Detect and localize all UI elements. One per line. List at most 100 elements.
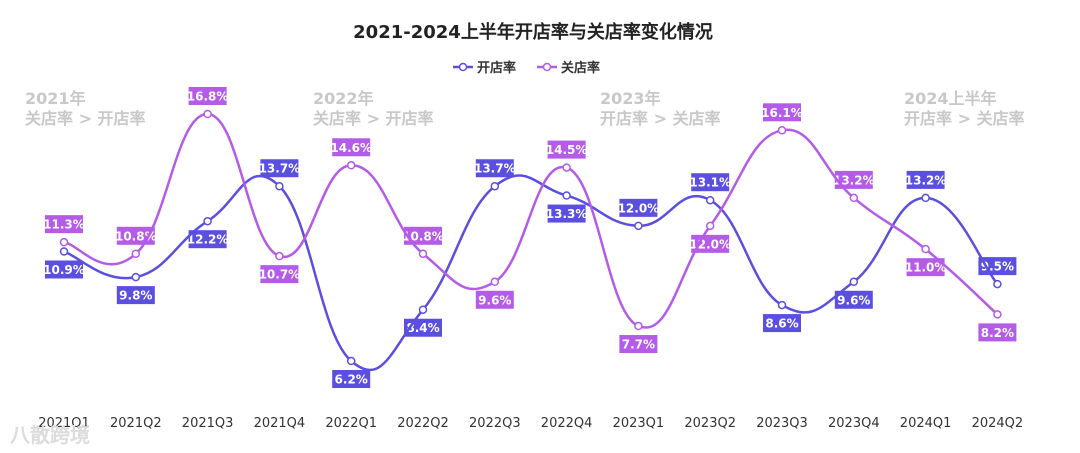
annotation-2022-year: 2022年 [313, 89, 374, 108]
point-close-rate[interactable] [993, 310, 1002, 319]
annotation-2022-text: 关店率 > 开店率 [313, 109, 434, 128]
x-tick-label: 2021Q2 [110, 416, 162, 431]
data-label-close-rate: 11.3% [43, 215, 85, 234]
data-label-box [404, 226, 442, 245]
data-label-close-rate: 10.8% [115, 226, 157, 245]
data-label-box [763, 103, 801, 122]
point-open-rate[interactable] [59, 247, 69, 256]
data-label-text: 13.2% [833, 173, 875, 187]
point-open-rate[interactable] [849, 277, 859, 287]
data-label-text: 10.8% [402, 229, 444, 243]
annotation-2021-text: 关店率 > 开店率 [25, 109, 146, 128]
x-tick-label: 2024Q1 [900, 416, 952, 431]
data-label-box [834, 290, 873, 309]
point-close-rate[interactable] [777, 126, 787, 135]
data-label-text: 11.0% [905, 261, 947, 275]
data-label-close-rate: 16.8% [187, 87, 229, 105]
annotation-2024-text: 开店率 > 关店率 [904, 109, 1025, 128]
data-label-open-rate: 9.6% [834, 290, 873, 309]
data-label-text: 9.6% [837, 293, 870, 307]
data-label-text: 13.7% [474, 162, 516, 176]
point-close-rate[interactable] [59, 237, 69, 247]
data-label-open-rate: 6.2% [332, 370, 371, 388]
point-close-rate[interactable] [634, 321, 643, 331]
point-open-rate[interactable] [705, 195, 715, 205]
series-line-close-rate [63, 112, 999, 329]
point-close-rate[interactable] [203, 109, 212, 119]
data-label-close-rate: 14.6% [330, 138, 372, 157]
point-close-rate[interactable] [562, 163, 571, 172]
data-label-box [475, 290, 514, 309]
point-close-rate[interactable] [849, 193, 859, 203]
legend-label-close-rate: 关店率 [561, 60, 600, 76]
series-layer: 10.9% 9.8% 12.2% 13.7% 6.2% 8.4% 13.7% 13.3% 12.… [43, 87, 1017, 388]
watermark-text: 八散跨境 [10, 423, 90, 447]
data-label-text: 11.3% [43, 218, 85, 232]
x-tick-label: 2023Q1 [613, 416, 665, 431]
point-open-rate[interactable] [203, 216, 212, 226]
legend: 开店率 关店率 [453, 60, 600, 76]
data-label-open-rate: 12.0% [618, 198, 659, 217]
point-open-rate[interactable] [490, 181, 500, 191]
data-label-open-rate: 13.2% [905, 170, 947, 189]
point-open-rate[interactable] [777, 300, 787, 310]
data-label-box [619, 335, 658, 354]
point-open-rate[interactable] [993, 279, 1002, 289]
data-label-close-rate: 11.0% [905, 258, 947, 277]
data-label-box [547, 204, 586, 223]
x-tick-label: 2022Q1 [325, 416, 377, 431]
point-open-rate[interactable] [418, 305, 428, 314]
annotation-2024-year: 2024上半年 [904, 89, 997, 108]
data-label-open-rate: 13.3% [546, 204, 587, 223]
data-label-box [260, 265, 299, 284]
annotation-2023-year: 2023年 [600, 89, 661, 108]
point-open-rate[interactable] [634, 221, 643, 231]
x-tick-label: 2021Q4 [254, 416, 306, 431]
data-label-text: 13.7% [259, 162, 301, 176]
data-label-open-rate: 8.6% [763, 314, 801, 333]
legend-item-close-rate[interactable]: 关店率 [537, 60, 600, 76]
series-close-rate [59, 109, 1002, 331]
point-close-rate[interactable] [921, 244, 930, 254]
data-label-box [906, 258, 945, 277]
point-open-rate[interactable] [131, 272, 141, 282]
point-close-rate[interactable] [490, 277, 500, 287]
data-label-text: 14.5% [546, 143, 588, 157]
data-label-text: 16.8% [187, 90, 229, 104]
data-label-text: 13.1% [689, 176, 731, 190]
point-close-rate[interactable] [418, 249, 428, 259]
period-annotations: 2021年 关店率 > 开店率 2022年 关店率 > 开店率 2023年 开店… [25, 89, 1025, 128]
legend-item-open-rate[interactable]: 开店率 [453, 60, 516, 76]
data-label-open-rate: 13.7% [474, 159, 516, 178]
data-label-text: 8.2% [981, 326, 1014, 340]
data-label-box [906, 170, 945, 189]
point-close-rate[interactable] [705, 221, 715, 231]
data-label-box [619, 198, 658, 217]
point-open-rate[interactable] [275, 181, 284, 191]
data-label-box [188, 230, 227, 249]
point-open-rate[interactable] [346, 356, 356, 366]
point-close-rate[interactable] [131, 249, 141, 259]
data-label-close-rate: 16.1% [761, 103, 803, 122]
data-label-box [978, 323, 1017, 342]
data-label-close-rate: 14.5% [546, 140, 588, 159]
point-close-rate[interactable] [275, 251, 284, 261]
data-label-box [45, 260, 83, 279]
data-label-text: 14.6% [330, 141, 372, 155]
data-label-box [116, 286, 155, 305]
series-open-rate [59, 174, 1002, 372]
data-label-box [763, 314, 801, 333]
data-label-box [45, 215, 83, 234]
data-label-open-rate: 9.8% [116, 286, 155, 305]
x-axis: 2021Q1 2021Q2 2021Q3 2021Q4 2022Q1 2022Q2 2022… [38, 416, 1023, 431]
data-label-open-rate: 12.2% [187, 230, 229, 249]
point-open-rate[interactable] [562, 191, 571, 200]
point-close-rate[interactable] [346, 161, 356, 170]
data-label-text: 13.2% [905, 173, 947, 187]
data-label-open-rate: 13.7% [259, 159, 301, 178]
data-label-text: 12.2% [187, 233, 229, 247]
data-label-box [260, 159, 299, 178]
point-open-rate[interactable] [921, 193, 930, 203]
data-label-box [332, 138, 371, 157]
